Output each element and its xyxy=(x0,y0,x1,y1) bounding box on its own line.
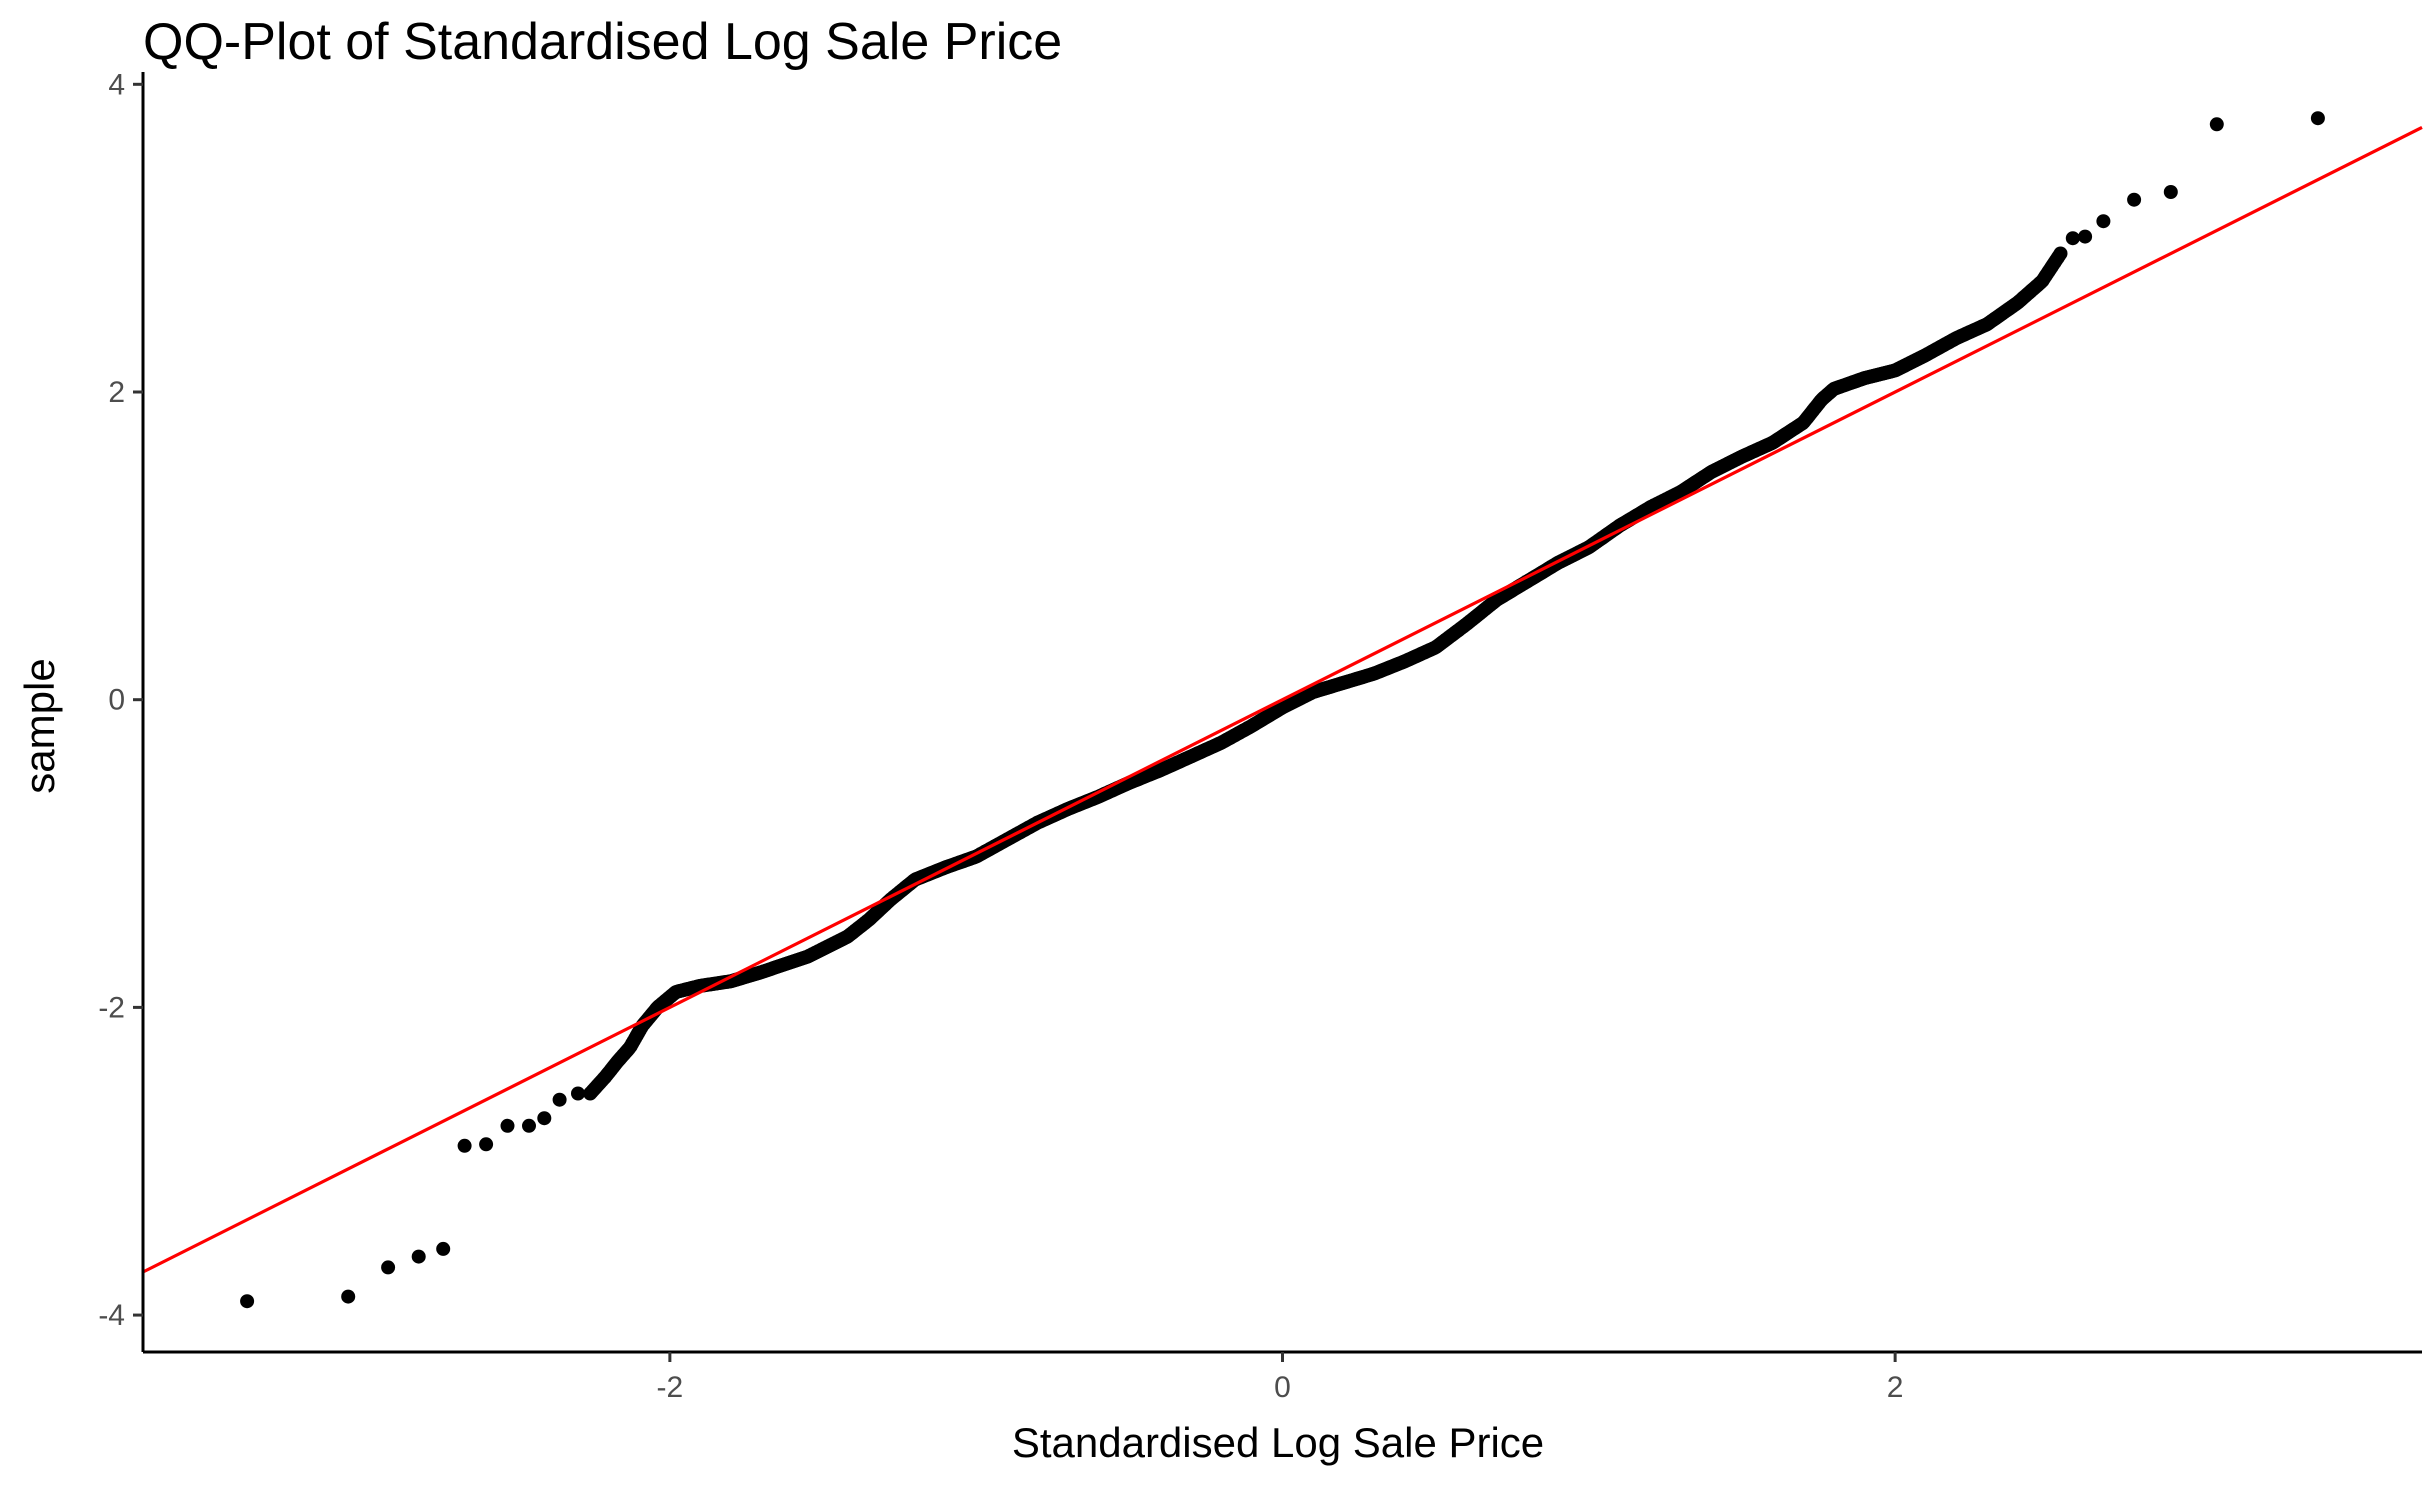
sample-point xyxy=(571,1086,585,1101)
sample-point xyxy=(457,1138,472,1153)
y-axis-ticks: -4 -2 0 2 4 xyxy=(98,68,143,1332)
sample-point xyxy=(240,1294,255,1309)
y-tick-label: -2 xyxy=(98,991,125,1024)
x-axis-ticks: -2 0 2 xyxy=(657,1352,1904,1404)
sample-point xyxy=(500,1118,515,1133)
sample-point xyxy=(2096,214,2111,229)
sample-point xyxy=(381,1260,396,1275)
sample-point xyxy=(2163,185,2178,199)
x-tick-label: 2 xyxy=(1887,1371,1904,1404)
sample-point xyxy=(552,1092,567,1107)
x-tick-label: 0 xyxy=(1274,1371,1291,1404)
reference-line xyxy=(142,125,2423,1274)
sample-point xyxy=(479,1137,494,1152)
sample-point xyxy=(522,1118,536,1133)
sample-point xyxy=(2053,246,2068,261)
sample-point xyxy=(2310,111,2325,126)
y-tick-label: 2 xyxy=(108,376,125,409)
sample-point xyxy=(2065,231,2080,246)
y-axis-title: sample xyxy=(16,658,63,793)
sample-point xyxy=(2127,192,2142,207)
sample-point xyxy=(2209,117,2224,132)
sample-points xyxy=(240,111,2325,1309)
x-tick-label: -2 xyxy=(657,1371,684,1404)
sample-point xyxy=(411,1249,426,1264)
y-tick-label: 4 xyxy=(108,68,125,101)
sample-point xyxy=(436,1241,451,1256)
chart-title: QQ-Plot of Standardised Log Sale Price xyxy=(143,13,1063,71)
sample-point xyxy=(341,1289,356,1304)
y-tick-label: 0 xyxy=(108,684,125,717)
sample-point xyxy=(2078,229,2093,244)
x-axis-title: Standardised Log Sale Price xyxy=(1012,1419,1544,1466)
sample-point xyxy=(537,1111,552,1126)
y-tick-label: -4 xyxy=(98,1299,125,1332)
